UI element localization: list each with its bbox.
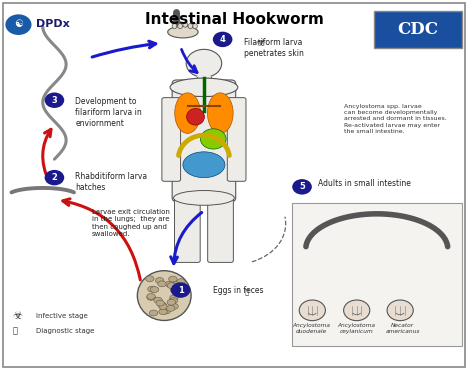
Ellipse shape — [172, 282, 180, 288]
Text: DPDx: DPDx — [36, 19, 70, 29]
Ellipse shape — [178, 24, 182, 29]
Text: Adults in small intestine: Adults in small intestine — [319, 179, 411, 188]
Ellipse shape — [147, 293, 155, 299]
Circle shape — [387, 300, 413, 321]
Ellipse shape — [148, 286, 156, 292]
Ellipse shape — [168, 26, 198, 38]
Ellipse shape — [170, 78, 238, 97]
FancyBboxPatch shape — [292, 203, 462, 346]
Ellipse shape — [173, 191, 234, 205]
Ellipse shape — [158, 302, 166, 308]
Ellipse shape — [165, 281, 173, 287]
Text: Eggs in feces: Eggs in feces — [213, 286, 264, 295]
Ellipse shape — [137, 271, 191, 320]
Circle shape — [171, 282, 191, 298]
Text: Intestinal Hookworm: Intestinal Hookworm — [145, 12, 324, 27]
Ellipse shape — [169, 276, 177, 282]
Text: Larvae exit circulation
in the lungs;  they are
then coughed up and
swallowed.: Larvae exit circulation in the lungs; th… — [92, 209, 170, 238]
Ellipse shape — [169, 283, 178, 288]
Circle shape — [292, 179, 312, 195]
Text: 5: 5 — [299, 182, 305, 191]
Circle shape — [344, 300, 370, 321]
Text: Ancylostoma
duodenale: Ancylostoma duodenale — [292, 323, 330, 334]
Text: 2: 2 — [52, 173, 57, 182]
Ellipse shape — [150, 287, 159, 293]
Ellipse shape — [149, 310, 158, 316]
Ellipse shape — [159, 309, 167, 314]
Text: ☣: ☣ — [12, 311, 22, 321]
Ellipse shape — [187, 108, 204, 125]
FancyBboxPatch shape — [162, 98, 181, 181]
Ellipse shape — [167, 283, 176, 289]
Ellipse shape — [154, 297, 162, 303]
Ellipse shape — [208, 93, 233, 134]
Text: Diagnostic stage: Diagnostic stage — [36, 327, 94, 334]
FancyBboxPatch shape — [208, 196, 233, 262]
Text: 🐟: 🐟 — [12, 326, 18, 335]
Ellipse shape — [170, 287, 179, 293]
Ellipse shape — [193, 24, 197, 29]
Ellipse shape — [188, 24, 193, 29]
Text: Filariform larva
penetrates skin: Filariform larva penetrates skin — [244, 38, 303, 58]
Ellipse shape — [183, 22, 188, 27]
Circle shape — [5, 14, 32, 35]
Ellipse shape — [170, 303, 178, 309]
Ellipse shape — [170, 295, 178, 301]
Ellipse shape — [159, 304, 167, 310]
Ellipse shape — [147, 295, 155, 300]
Text: Rhabditiform larva
hatches: Rhabditiform larva hatches — [75, 172, 147, 192]
FancyBboxPatch shape — [174, 196, 200, 262]
Text: Ancylostoma spp. larvae
can become developmentally
arrested and dormant in tissu: Ancylostoma spp. larvae can become devel… — [344, 104, 447, 134]
Ellipse shape — [166, 305, 175, 311]
Text: Infective stage: Infective stage — [36, 313, 88, 319]
Circle shape — [186, 49, 222, 77]
Ellipse shape — [172, 288, 180, 294]
Text: Necator
americanus: Necator americanus — [385, 323, 419, 334]
Ellipse shape — [156, 300, 164, 306]
Text: 1: 1 — [178, 286, 183, 295]
Ellipse shape — [155, 278, 164, 283]
Ellipse shape — [167, 299, 175, 305]
Ellipse shape — [146, 276, 154, 282]
FancyBboxPatch shape — [374, 11, 462, 47]
Ellipse shape — [201, 129, 226, 149]
Text: 4: 4 — [219, 35, 226, 44]
Circle shape — [213, 32, 232, 47]
Circle shape — [45, 170, 64, 185]
Ellipse shape — [173, 286, 181, 292]
Text: Development to
filariform larva in
enviornment: Development to filariform larva in envio… — [75, 97, 142, 128]
Text: CDC: CDC — [397, 21, 438, 38]
Ellipse shape — [177, 279, 185, 285]
Ellipse shape — [158, 281, 166, 287]
Ellipse shape — [183, 152, 225, 178]
Text: 3: 3 — [52, 96, 57, 105]
Circle shape — [45, 92, 64, 108]
Ellipse shape — [175, 93, 201, 134]
Ellipse shape — [169, 298, 178, 304]
FancyBboxPatch shape — [228, 98, 246, 181]
Text: Ancylostoma
ceylanicum: Ancylostoma ceylanicum — [337, 323, 376, 334]
Ellipse shape — [172, 24, 177, 29]
Text: ☯: ☯ — [14, 19, 23, 29]
Circle shape — [299, 300, 326, 321]
FancyBboxPatch shape — [172, 80, 236, 202]
FancyBboxPatch shape — [197, 76, 211, 84]
Ellipse shape — [162, 308, 170, 314]
Text: ☣: ☣ — [255, 38, 265, 48]
Text: 🔬: 🔬 — [245, 288, 249, 295]
